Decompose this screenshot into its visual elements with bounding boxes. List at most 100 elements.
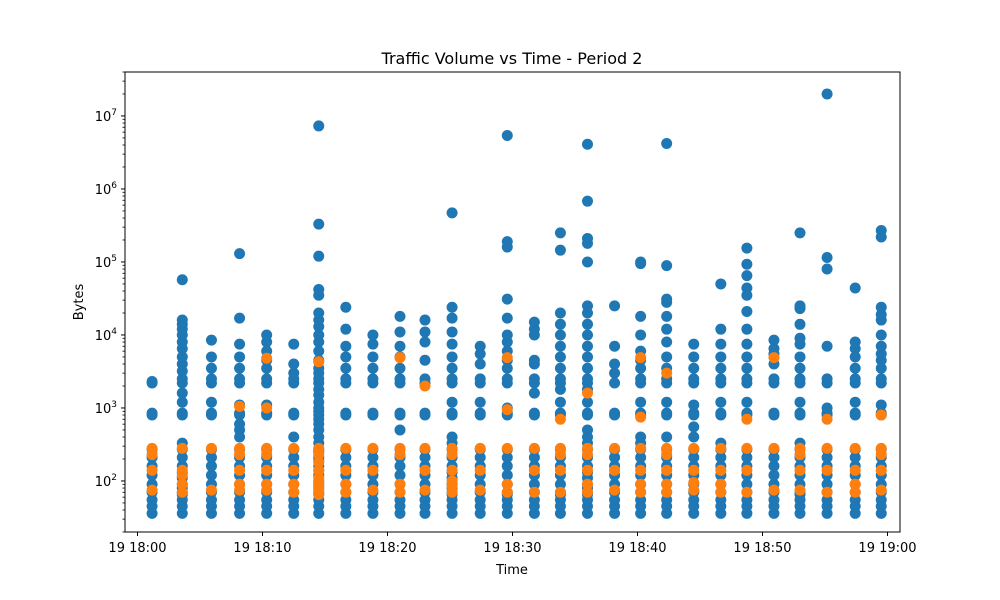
data-point (205, 442, 217, 454)
data-point (849, 478, 861, 490)
data-point (205, 494, 217, 506)
data-point (554, 464, 566, 476)
data-point (609, 358, 621, 370)
data-point (741, 373, 753, 385)
data-point (474, 451, 486, 463)
data-point (582, 442, 593, 454)
data-point (849, 396, 861, 408)
data-point (821, 413, 833, 425)
data-point (875, 442, 887, 454)
data-point (554, 413, 566, 425)
data-point (661, 494, 673, 506)
data-point (394, 494, 406, 506)
data-point (288, 494, 300, 506)
data-point (609, 484, 621, 496)
data-point (609, 300, 621, 312)
data-point (446, 442, 458, 454)
data-point (394, 469, 406, 481)
data-point (501, 442, 513, 454)
data-point (528, 407, 540, 419)
data-point (367, 362, 379, 374)
data-point (501, 129, 513, 141)
data-point (635, 329, 647, 341)
data-point (768, 494, 780, 506)
data-point (501, 451, 513, 463)
data-point (768, 334, 780, 346)
data-point (419, 407, 431, 419)
data-point (794, 407, 806, 419)
data-point (394, 460, 406, 472)
data-point (821, 402, 833, 414)
data-point (446, 338, 458, 350)
data-point (609, 494, 621, 506)
data-point (715, 351, 727, 363)
data-point (688, 451, 700, 463)
data-point (474, 396, 486, 408)
data-point (446, 207, 458, 219)
data-point (582, 464, 593, 476)
data-point (661, 478, 673, 490)
data-point (394, 310, 406, 322)
data-point (528, 494, 540, 506)
data-point (794, 464, 806, 476)
data-point (446, 464, 458, 476)
data-point (741, 494, 753, 506)
x-tick-label: 19 19:00 (858, 541, 916, 556)
data-point (501, 352, 513, 364)
data-point (741, 242, 753, 254)
data-point (661, 367, 673, 379)
data-point (394, 362, 406, 374)
y-axis-label: Bytes (72, 284, 87, 321)
data-point (261, 402, 273, 414)
data-point (582, 195, 593, 207)
data-point (394, 340, 406, 352)
data-point (821, 263, 833, 275)
data-point (741, 442, 753, 454)
y-tick-label: 102 (95, 473, 117, 490)
data-point (741, 305, 753, 317)
data-point (501, 329, 513, 341)
data-point (715, 442, 727, 454)
data-point (474, 442, 486, 454)
data-point (715, 362, 727, 374)
data-point (582, 329, 593, 341)
data-point (821, 486, 833, 498)
data-point (205, 484, 217, 496)
data-point (821, 451, 833, 463)
data-point (582, 486, 593, 498)
data-point (609, 377, 621, 389)
data-point (261, 352, 273, 364)
data-point (582, 318, 593, 330)
data-point (176, 387, 188, 399)
data-point (715, 396, 727, 408)
data-point (582, 300, 593, 312)
data-point (340, 301, 352, 313)
data-point (741, 323, 753, 335)
data-point (528, 387, 540, 399)
data-point (313, 456, 325, 468)
data-point (313, 250, 325, 262)
data-point (635, 256, 647, 268)
data-point (741, 451, 753, 463)
data-point (661, 351, 673, 363)
data-point (849, 451, 861, 463)
data-point (501, 460, 513, 472)
data-point (688, 464, 700, 476)
data-point (768, 484, 780, 496)
data-point (635, 431, 647, 443)
data-point (635, 362, 647, 374)
data-point (582, 407, 593, 419)
data-point (582, 232, 593, 244)
data-point (234, 312, 246, 324)
data-point (313, 307, 325, 319)
data-point (146, 407, 158, 419)
x-tick-label: 19 18:30 (483, 541, 541, 556)
data-point (288, 431, 300, 443)
data-point (582, 424, 593, 436)
data-point (715, 373, 727, 385)
data-point (688, 399, 700, 411)
data-point (501, 469, 513, 481)
data-point (875, 362, 887, 374)
data-point (234, 418, 246, 430)
